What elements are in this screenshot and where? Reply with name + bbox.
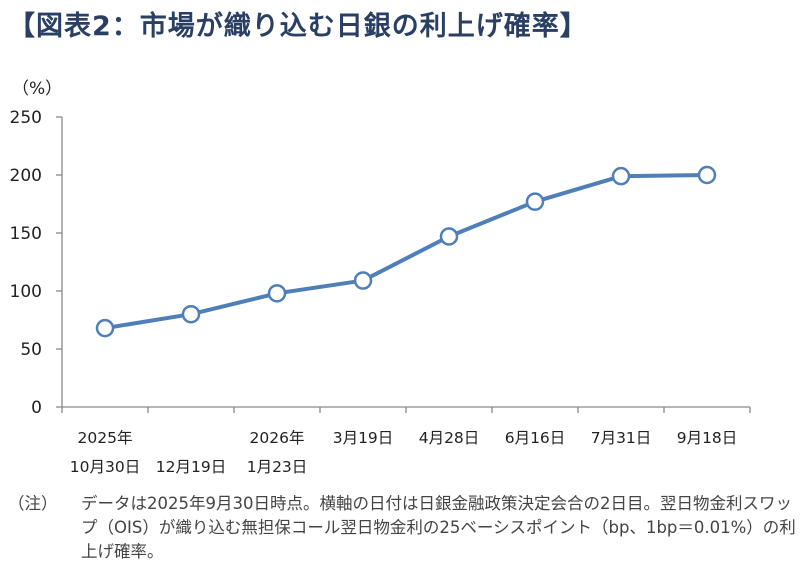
- x-tick-label: 7月31日: [591, 429, 652, 447]
- x-tick-label: 2026年: [250, 429, 305, 447]
- x-tick-label: 12月19日: [156, 458, 226, 476]
- y-tick-label: 150: [10, 224, 42, 244]
- x-tick-label: 4月28日: [419, 429, 480, 447]
- data-point: [353, 271, 373, 290]
- data-point: [611, 166, 631, 186]
- data-point: [439, 227, 459, 246]
- data-point: [95, 318, 115, 338]
- x-tick-label: 10月30日: [70, 458, 140, 476]
- data-point: [181, 304, 201, 324]
- y-tick-label: 200: [10, 166, 42, 186]
- chart-title: 【図表2：市場が織り込む日銀の利上げ確率】: [8, 11, 588, 42]
- y-tick-label: 100: [10, 282, 42, 302]
- data-point: [267, 284, 287, 303]
- footnote-label: （注）: [8, 494, 58, 513]
- x-tick-label: 2025年: [78, 429, 133, 447]
- x-tick-label: 6月16日: [505, 429, 566, 447]
- x-tick-label: 3月19日: [333, 429, 394, 447]
- series-line: [103, 173, 709, 331]
- y-tick-label: 50: [20, 340, 42, 360]
- x-tick-label: 9月18日: [677, 429, 738, 447]
- data-point: [697, 165, 717, 185]
- y-tick-label: 0: [31, 398, 42, 418]
- y-tick-label: 250: [10, 108, 42, 128]
- x-tick-label: 1月23日: [247, 458, 308, 476]
- footnote-text: データは2025年9月30日時点。横軸の日付は日銀金融政策決定会合の2日目。翌日…: [81, 494, 796, 561]
- y-axis-unit-label: （%）: [12, 79, 63, 99]
- data-point: [525, 192, 545, 211]
- line-chart: 0 50 100 150 200 250 2025年 10月30日 12月19日 2026年 1月2…: [10, 108, 751, 476]
